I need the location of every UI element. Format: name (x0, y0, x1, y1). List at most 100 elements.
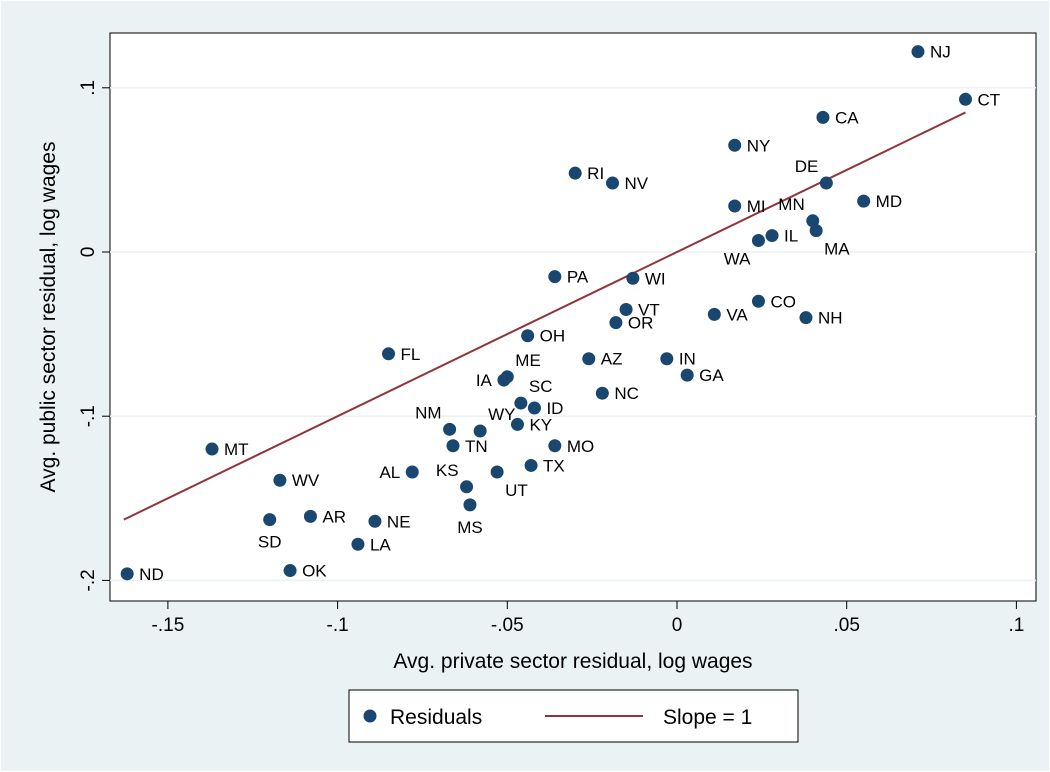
point-label-vt: VT (638, 300, 660, 319)
point-label-il: IL (784, 227, 798, 246)
point-label-me: ME (515, 351, 541, 370)
point-label-tx: TX (543, 456, 565, 475)
point-label-in: IN (679, 350, 696, 369)
legend-label-slope: Slope = 1 (663, 706, 752, 729)
x-tick-label: -.05 (491, 615, 524, 636)
point-label-ok: OK (302, 562, 327, 581)
point-label-ia: IA (476, 371, 493, 390)
point-label-nm: NM (415, 403, 441, 422)
point-label-mi: MI (747, 197, 766, 216)
data-point-ut (490, 465, 504, 479)
data-point-ms (463, 498, 477, 512)
point-label-nv: NV (625, 174, 649, 193)
data-point-ia (497, 373, 511, 387)
point-label-mt: MT (224, 440, 249, 459)
data-point-ca (816, 110, 830, 124)
y-tick-label: -.1 (78, 405, 99, 427)
data-point-va (707, 307, 721, 321)
data-point-la (351, 537, 365, 551)
point-label-wa: WA (724, 250, 751, 269)
data-point-ct (958, 92, 972, 106)
point-label-az: AZ (601, 350, 623, 369)
point-label-al: AL (379, 463, 400, 482)
data-point-ga (680, 368, 694, 382)
data-point-md (857, 194, 871, 208)
point-labels: NJ CT CA NY RI NV DE MD MI MN MA IL WA PA WI CO VT VA NH OR… (139, 43, 1000, 584)
point-label-nc: NC (614, 384, 639, 403)
point-label-ny: NY (747, 136, 771, 155)
data-point-wv (273, 473, 287, 487)
data-point-nv (606, 176, 620, 190)
y-axis-title: Avg. public sector residual, log wages (37, 142, 60, 493)
data-point-oh (521, 329, 535, 343)
legend-point-marker (363, 709, 377, 723)
point-label-va: VA (726, 305, 748, 324)
data-point-ks (460, 480, 474, 494)
data-point-tn (446, 439, 460, 453)
data-points (120, 45, 972, 581)
data-point-de (819, 176, 833, 190)
data-point-az (582, 352, 596, 366)
data-point-sc (514, 396, 528, 410)
point-label-ks: KS (436, 461, 459, 480)
data-point-wi (626, 271, 640, 285)
legend-label-residuals: Residuals (390, 706, 482, 729)
data-point-ky (510, 417, 524, 431)
point-label-pa: PA (567, 268, 589, 287)
data-point-fl (382, 347, 396, 361)
data-point-al (405, 465, 419, 479)
grid-lines (110, 87, 1036, 582)
y-tick-label: 0 (78, 247, 99, 258)
point-label-wv: WV (292, 471, 320, 490)
data-point-id (527, 401, 541, 415)
point-label-md: MD (876, 192, 902, 211)
data-point-nc (595, 386, 609, 400)
point-label-id: ID (546, 399, 563, 418)
x-tick-label: 0 (672, 615, 683, 636)
data-point-sd (263, 513, 277, 527)
point-label-sc: SC (529, 377, 553, 396)
data-point-ne (368, 514, 382, 528)
data-point-nh (799, 311, 813, 325)
point-label-la: LA (370, 535, 391, 554)
point-label-ma: MA (824, 240, 850, 259)
y-tick-label: -.2 (78, 569, 99, 591)
data-point-mt (205, 442, 219, 456)
point-label-ct: CT (977, 90, 1000, 109)
point-label-co: CO (770, 292, 796, 311)
point-label-ri: RI (587, 164, 604, 183)
point-label-ut: UT (505, 481, 528, 500)
axes: .1 0 -.1 -.2 -.15 -.1 -.05 0 .05 .1 (78, 80, 1024, 636)
data-point-or (609, 316, 623, 330)
data-point-ar (303, 509, 317, 523)
point-label-wy: WY (488, 405, 515, 424)
legend: Residuals Slope = 1 (348, 689, 799, 743)
data-point-nm (443, 422, 457, 436)
x-tick-label: -.1 (327, 615, 349, 636)
point-label-mn: MN (778, 195, 804, 214)
data-point-ma (809, 224, 823, 238)
data-point-mn (806, 214, 820, 228)
point-label-ky: KY (529, 415, 552, 434)
point-label-ne: NE (387, 512, 411, 531)
point-label-ar: AR (322, 507, 346, 526)
point-label-ca: CA (835, 108, 859, 127)
data-point-tx (524, 458, 538, 472)
x-tick-label: .1 (1008, 615, 1024, 636)
plot-area (109, 32, 1037, 602)
data-point-wy (473, 424, 487, 438)
data-point-ok (283, 564, 297, 578)
point-label-nd: ND (139, 565, 164, 584)
data-point-nj (911, 45, 925, 59)
data-point-mi (728, 199, 742, 213)
data-point-ny (728, 138, 742, 152)
point-label-nj: NJ (930, 43, 951, 62)
point-label-oh: OH (540, 327, 566, 346)
point-label-ms: MS (457, 518, 483, 537)
point-label-ga: GA (699, 366, 724, 385)
point-label-mo: MO (567, 437, 594, 456)
x-tick-label: .05 (833, 615, 859, 636)
x-tick-label: -.15 (152, 615, 185, 636)
point-label-tn: TN (465, 437, 488, 456)
